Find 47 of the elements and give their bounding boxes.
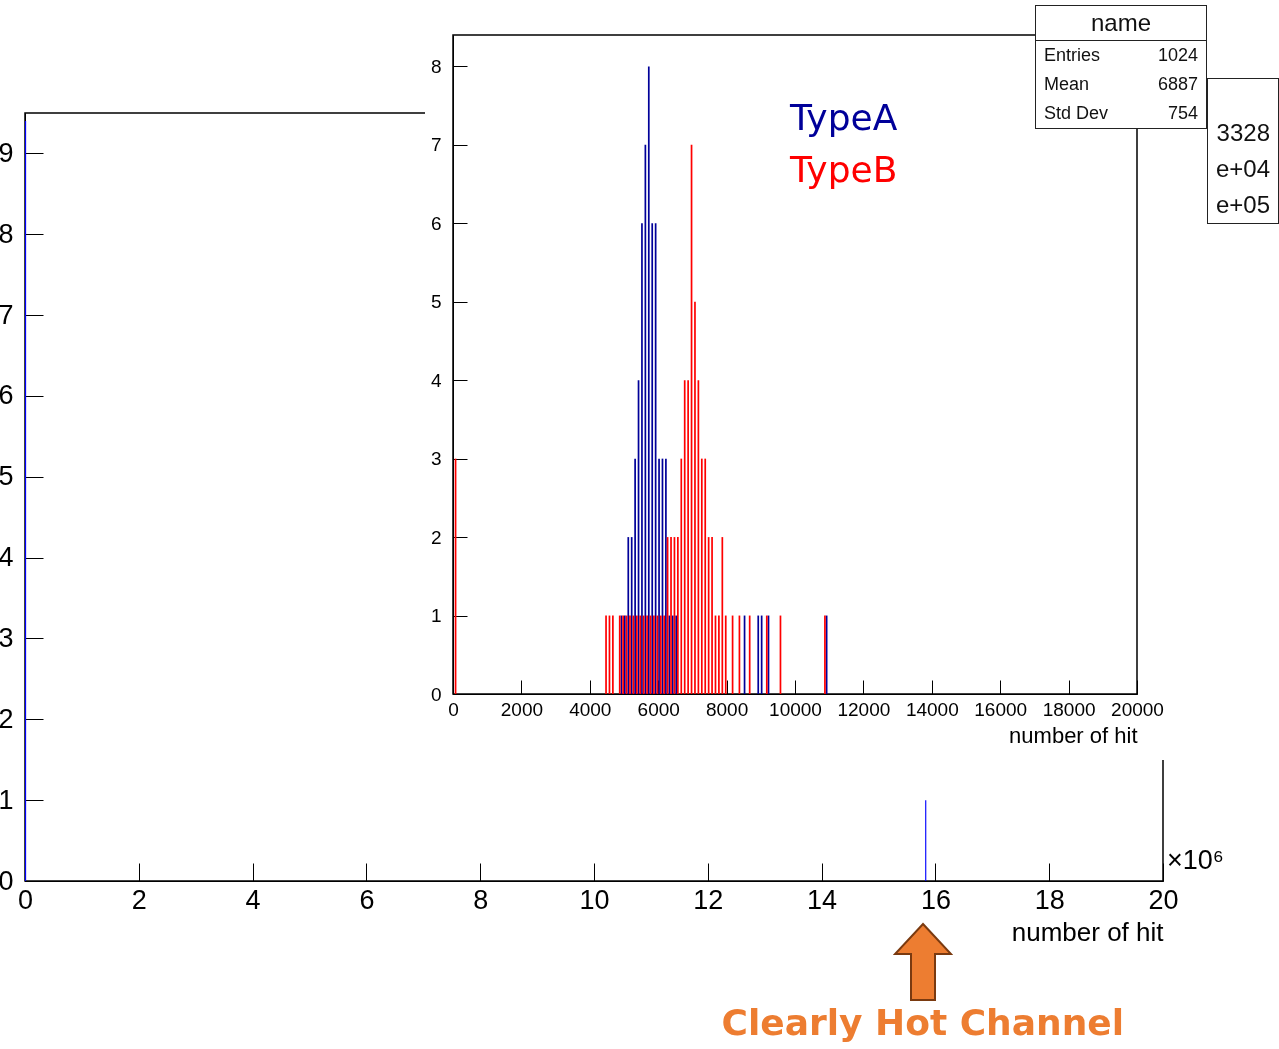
x-tick-label: 0 (448, 698, 459, 720)
x-tick-label: 8 (473, 884, 489, 915)
stats-box: name Entries 1024 Mean 6887 Std Dev 754 (1035, 5, 1207, 129)
y-tick-label: 2 (430, 526, 442, 548)
y-tick-label: 1 (430, 605, 442, 627)
y-tick-label: 9 (0, 137, 14, 168)
y-tick-label: 8 (0, 218, 14, 249)
x-tick-label: 14000 (905, 698, 959, 720)
y-tick-label: 7 (430, 134, 442, 156)
x-tick-label: 18000 (1042, 698, 1096, 720)
y-tick-label: 0 (430, 683, 442, 705)
y-tick-label: 1 (0, 784, 14, 815)
x-tick-label: 12 (693, 884, 724, 915)
x-tick-label: 16 (920, 884, 951, 915)
x-tick-label: 12000 (837, 698, 891, 720)
y-tick-label: 5 (430, 291, 442, 313)
y-tick-label: 3 (430, 448, 442, 470)
x-tick-label: 20 (1148, 884, 1179, 915)
x-tick-label: 10000 (769, 698, 822, 720)
x-tick-label: 2000 (500, 698, 544, 720)
x-tick-label: 10 (579, 884, 610, 915)
x-tick-label: 4 (245, 884, 261, 915)
y-tick-label: 5 (0, 461, 14, 492)
x-tick-label: 18 (1034, 884, 1065, 915)
text: TypeB (788, 148, 898, 190)
y-tick-label: 8 (430, 55, 442, 77)
y-tick-label: 4 (430, 369, 442, 391)
x-tick-label: 8000 (705, 698, 749, 720)
text: TypeA (788, 96, 898, 138)
x-axis-title: number of hit (1011, 916, 1165, 947)
y-tick-label: 6 (430, 212, 442, 234)
stats-box: 3328 e+04 e+05 (1207, 78, 1279, 224)
y-tick-label: 6 (0, 380, 14, 411)
text: ×10⁶ (1167, 845, 1224, 876)
x-tick-label: 2 (131, 884, 147, 915)
x-tick-label: 16000 (974, 698, 1028, 720)
x-tick-label: 6 (359, 884, 375, 915)
x-tick-label: 6000 (637, 698, 680, 720)
y-tick-label: 3 (0, 622, 14, 653)
annotation: name (1036, 6, 1206, 41)
x-tick-label: 20000 (1111, 698, 1164, 720)
y-tick-label: 7 (0, 299, 14, 330)
y-tick-label: 0 (0, 865, 14, 896)
text: Clearly Hot Channel (721, 1002, 1125, 1043)
x-tick-label: 14 (807, 884, 838, 915)
x-tick-label: 4000 (569, 698, 612, 720)
x-axis-title: number of hit (1009, 722, 1138, 748)
